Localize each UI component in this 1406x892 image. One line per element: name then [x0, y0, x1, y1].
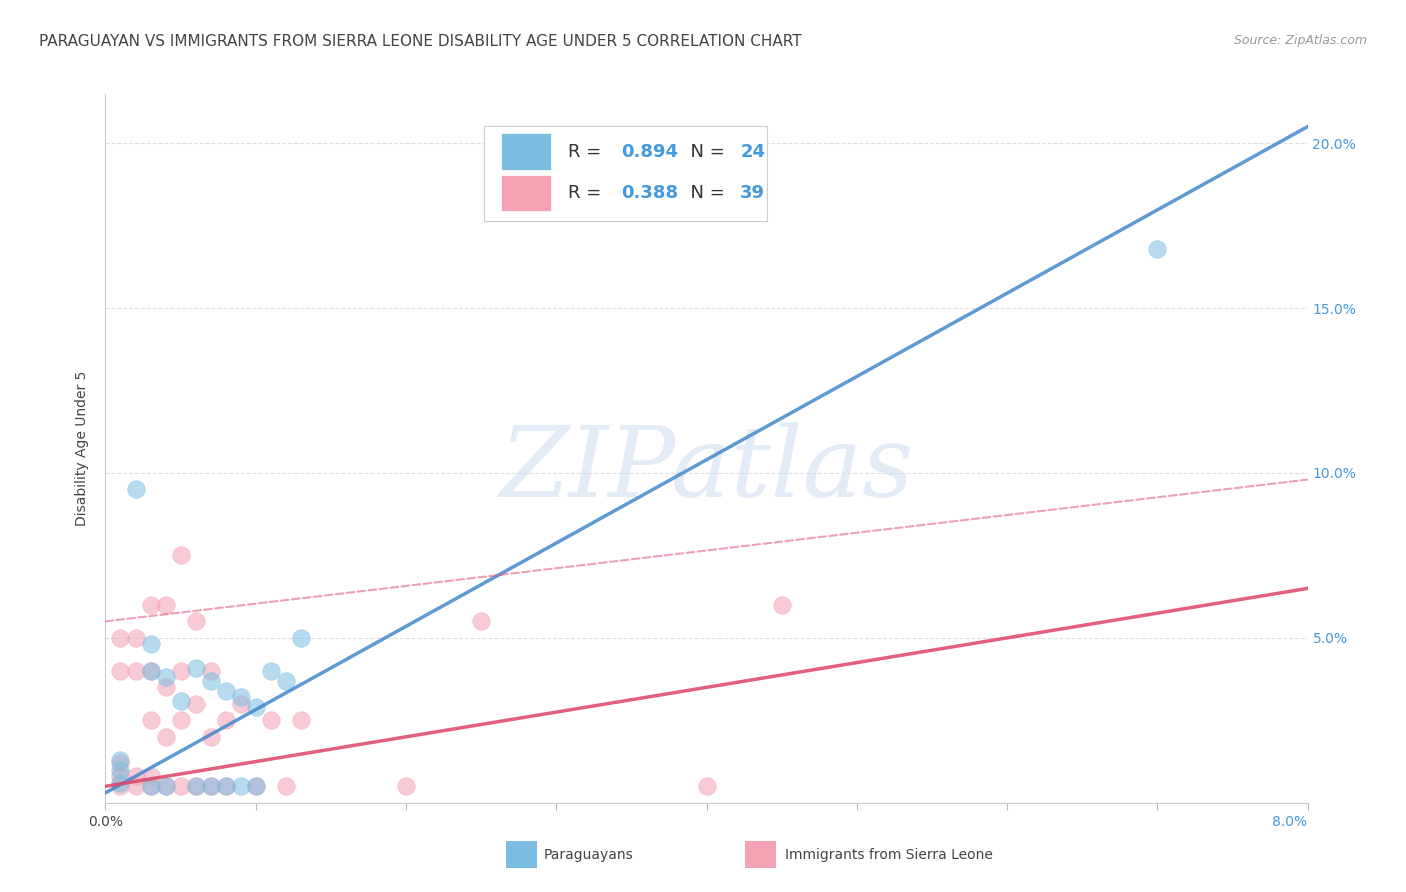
Point [110, 664, 132, 678]
FancyBboxPatch shape [484, 126, 766, 221]
Point [139, 780, 162, 794]
Point [184, 615, 207, 629]
Point [155, 681, 177, 695]
Point [200, 780, 222, 794]
Point [214, 714, 236, 728]
Point [139, 664, 162, 678]
Text: PARAGUAYAN VS IMMIGRANTS FROM SIERRA LEONE DISABILITY AGE UNDER 5 CORRELATION CH: PARAGUAYAN VS IMMIGRANTS FROM SIERRA LEO… [39, 34, 801, 49]
Text: R =: R = [568, 184, 607, 202]
Text: N =: N = [679, 184, 730, 202]
Point [274, 673, 297, 688]
Point [184, 780, 207, 794]
Point [110, 776, 132, 790]
Point [696, 780, 718, 794]
Point [169, 780, 191, 794]
Point [169, 664, 191, 678]
Point [110, 769, 132, 783]
Point [139, 780, 162, 794]
Point [124, 664, 146, 678]
Point [214, 683, 236, 698]
Point [139, 638, 162, 652]
Point [290, 631, 312, 645]
FancyBboxPatch shape [501, 175, 551, 211]
Point [229, 690, 252, 705]
Text: 24: 24 [740, 143, 765, 161]
Text: 0.894: 0.894 [621, 143, 678, 161]
Point [139, 598, 162, 612]
Point [470, 615, 492, 629]
Point [184, 697, 207, 711]
Point [229, 780, 252, 794]
Point [245, 780, 267, 794]
Point [110, 631, 132, 645]
Point [200, 673, 222, 688]
Point [124, 631, 146, 645]
Point [229, 697, 252, 711]
Text: Source: ZipAtlas.com: Source: ZipAtlas.com [1233, 34, 1367, 47]
Point [214, 780, 236, 794]
Point [260, 714, 283, 728]
Point [169, 693, 191, 707]
Point [139, 769, 162, 783]
Point [184, 780, 207, 794]
Point [770, 598, 793, 612]
Text: Paraguayans: Paraguayans [544, 847, 634, 862]
Point [184, 660, 207, 674]
Point [110, 753, 132, 767]
Point [245, 700, 267, 714]
Text: N =: N = [679, 143, 730, 161]
Y-axis label: Disability Age Under 5: Disability Age Under 5 [76, 370, 90, 526]
Point [200, 780, 222, 794]
Point [214, 780, 236, 794]
Text: 39: 39 [740, 184, 765, 202]
Point [200, 730, 222, 744]
Point [155, 780, 177, 794]
Point [155, 598, 177, 612]
Point [155, 730, 177, 744]
Point [110, 756, 132, 771]
Point [395, 780, 418, 794]
Point [110, 763, 132, 777]
Text: 8.0%: 8.0% [1272, 815, 1308, 830]
Point [245, 780, 267, 794]
FancyBboxPatch shape [501, 134, 551, 170]
Text: ZIPatlas: ZIPatlas [499, 422, 914, 517]
Text: Immigrants from Sierra Leone: Immigrants from Sierra Leone [785, 847, 993, 862]
Point [139, 714, 162, 728]
Point [155, 780, 177, 794]
Point [124, 780, 146, 794]
Point [124, 483, 146, 497]
Point [169, 714, 191, 728]
Point [169, 549, 191, 563]
Text: R =: R = [568, 143, 607, 161]
Point [200, 664, 222, 678]
Text: 0.388: 0.388 [621, 184, 678, 202]
Point [290, 714, 312, 728]
Point [260, 664, 283, 678]
Point [124, 769, 146, 783]
Point [110, 780, 132, 794]
Point [1146, 242, 1168, 256]
Point [155, 670, 177, 684]
Point [139, 664, 162, 678]
Point [274, 780, 297, 794]
